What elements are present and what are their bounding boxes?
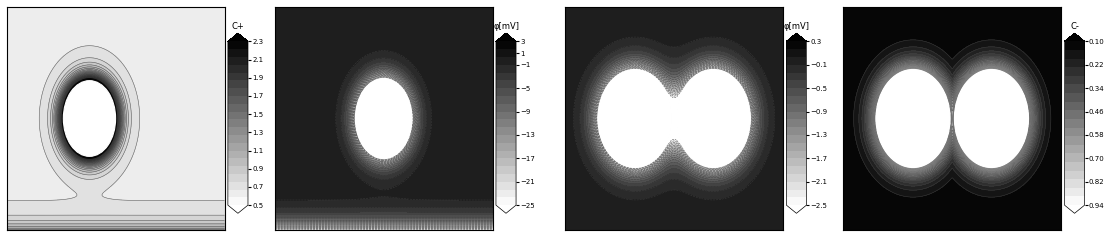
PathPatch shape — [228, 205, 248, 213]
Ellipse shape — [598, 69, 672, 168]
PathPatch shape — [1065, 205, 1085, 213]
Ellipse shape — [954, 69, 1029, 168]
PathPatch shape — [786, 205, 806, 213]
Title: φ[mV]: φ[mV] — [493, 22, 519, 31]
PathPatch shape — [1065, 33, 1085, 41]
Title: φ[mV]: φ[mV] — [783, 22, 810, 31]
Ellipse shape — [876, 69, 951, 168]
PathPatch shape — [496, 33, 516, 41]
Ellipse shape — [676, 69, 751, 168]
Title: C+: C+ — [231, 22, 245, 31]
PathPatch shape — [786, 33, 806, 41]
PathPatch shape — [228, 33, 248, 41]
PathPatch shape — [496, 205, 516, 213]
Ellipse shape — [355, 78, 412, 159]
Title: C-: C- — [1070, 22, 1079, 31]
Ellipse shape — [64, 81, 116, 156]
